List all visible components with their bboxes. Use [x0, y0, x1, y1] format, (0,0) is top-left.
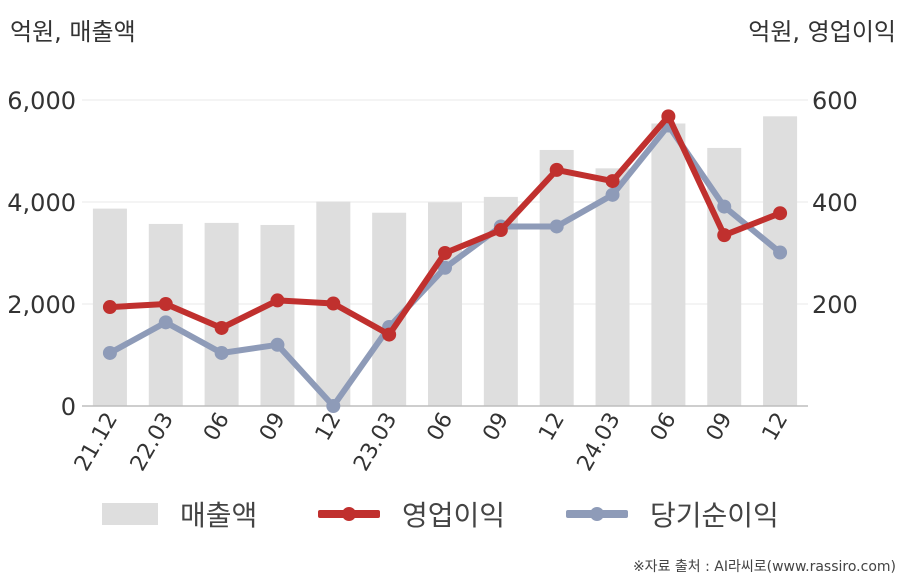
legend: 매출액 영업이익 당기순이익: [0, 492, 908, 536]
x-axis-tick-label: 21.12: [70, 409, 123, 476]
right-axis-tick-label: 600: [812, 87, 858, 115]
revenue-bar: [428, 202, 462, 406]
operating-profit-point: [661, 109, 676, 124]
x-axis-tick-label: 22.03: [126, 409, 179, 476]
x-axis-tick-label: 09: [478, 409, 514, 446]
net-income-point: [438, 260, 452, 275]
left-axis-tick-label: 2,000: [7, 291, 76, 319]
operating-profit-point: [102, 300, 117, 315]
x-axis-tick-label: 12: [534, 409, 570, 446]
revenue-bar: [539, 149, 574, 407]
revenue-bar: [260, 224, 295, 406]
legend-label-net-income: 당기순이익: [650, 499, 779, 532]
net-income-point: [717, 199, 732, 214]
x-axis-tick-label: 09: [702, 409, 738, 446]
x-axis-tick-label: 24.03: [573, 409, 626, 476]
left-axis-tick-label: 6,000: [7, 87, 76, 115]
left-axis-unit-label: 억원, 매출액: [10, 18, 136, 46]
operating-profit-point: [605, 174, 620, 189]
right-axis-ticks: 200 400 600: [812, 87, 858, 319]
legend-swatch-net-income: [566, 503, 628, 525]
revenue-bar: [763, 116, 798, 406]
x-axis-tick-label: 06: [646, 409, 682, 446]
legend-item-revenue: 매출액: [102, 492, 257, 536]
operating-profit-point: [438, 246, 452, 260]
net-income-point: [773, 245, 788, 260]
x-axis-tick-label: 23.03: [349, 409, 402, 476]
net-income-point: [214, 345, 229, 360]
legend-item-net-income: 당기순이익: [566, 492, 779, 536]
operating-profit-point: [214, 320, 229, 335]
right-axis-tick-label: 200: [812, 291, 858, 319]
x-axis-tick-label: 06: [199, 409, 235, 446]
operating-profit-point: [549, 162, 564, 177]
x-axis-tick-label: 12: [311, 409, 347, 446]
revenue-bar: [651, 123, 686, 407]
x-axis-tick-label: 12: [758, 409, 794, 446]
revenue-bars: [92, 116, 798, 407]
revenue-bar: [372, 212, 407, 406]
legend-item-operating-profit: 영업이익: [318, 492, 505, 536]
net-income-point: [102, 345, 117, 360]
left-axis-ticks: 0 2,000 4,000 6,000: [7, 87, 76, 421]
left-axis-tick-label: 4,000: [7, 189, 76, 217]
combo-chart: 0 2,000 4,000 6,000 200 400 600 21.12 22.03 06 0…: [7, 87, 858, 476]
revenue-bar: [204, 222, 239, 406]
left-axis-tick-label: 0: [61, 393, 76, 421]
legend-label-revenue: 매출액: [180, 499, 258, 532]
operating-profit-point: [270, 293, 285, 308]
net-income-point: [549, 219, 564, 234]
right-axis-tick-label: 400: [812, 189, 858, 217]
x-axis-tick-label: 09: [255, 409, 291, 446]
operating-profit-point: [717, 228, 732, 243]
right-axis-unit-label: 억원, 영업이익: [748, 18, 896, 46]
net-income-point: [326, 399, 341, 413]
legend-label-operating-profit: 영업이익: [402, 499, 506, 532]
operating-profit-point: [382, 327, 397, 342]
x-axis-tick-label: 06: [423, 409, 459, 446]
net-income-point: [158, 315, 173, 330]
net-income-point: [270, 337, 285, 352]
operating-profit-point: [158, 297, 173, 311]
operating-profit-point: [773, 206, 788, 221]
operating-profit-point: [326, 296, 341, 311]
source-credit: ※자료 출처 : AI라씨로(www.rassiro.com): [632, 559, 896, 575]
net-income-point: [605, 187, 620, 202]
revenue-bar: [595, 168, 630, 406]
revenue-bar: [148, 223, 183, 406]
legend-swatch-operating-profit: [318, 503, 380, 525]
x-axis-ticks: 21.12 22.03 06 09 12 23.03 06 09 12 24.03 06 09 12: [70, 409, 793, 476]
legend-swatch-revenue: [102, 503, 158, 525]
profit-lines: [102, 109, 788, 413]
operating-profit-point: [493, 223, 508, 238]
